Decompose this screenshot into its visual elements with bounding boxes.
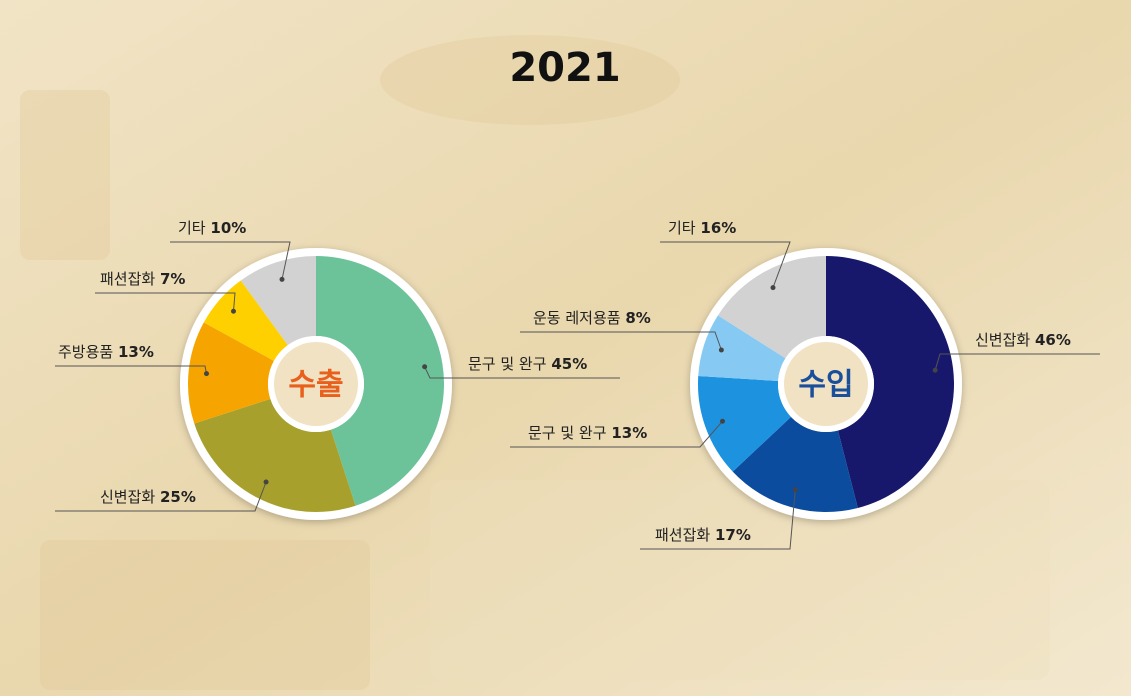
leader-dot (264, 480, 269, 485)
leader-dot (719, 348, 724, 353)
value-label: 7% (160, 270, 185, 288)
category-name: 패션잡화 (655, 526, 710, 544)
category-name: 문구 및 완구 (528, 424, 607, 442)
value-label: 13% (611, 424, 647, 442)
category-name: 문구 및 완구 (468, 355, 547, 373)
leader-dot (204, 371, 209, 376)
slice-label: 패션잡화 17% (655, 526, 751, 544)
category-name: 기타 (668, 219, 696, 237)
value-label: 13% (118, 343, 154, 361)
value-label: 8% (625, 309, 650, 327)
infographic: 2021 문구 및 완구 45% 신변잡화 25% 주방용품 13% 패션잡화 7% 기… (0, 0, 1131, 696)
slice-label: 기타 10% (178, 219, 246, 237)
slice-label: 주방용품 13% (58, 343, 154, 361)
slice-label: 문구 및 완구 13% (528, 424, 647, 442)
leader-dot (422, 364, 427, 369)
category-name: 신변잡화 (100, 488, 155, 506)
category-name: 패션잡화 (100, 270, 155, 288)
slice-label: 패션잡화 7% (100, 270, 185, 288)
value-label: 25% (160, 488, 196, 506)
category-name: 기타 (178, 219, 206, 237)
slice-label: 기타 16% (668, 219, 736, 237)
category-name: 주방용품 (58, 343, 113, 361)
leader-dot (280, 277, 285, 282)
slice-label: 운동 레저용품 8% (533, 309, 651, 327)
center-label: 수출 (288, 368, 343, 403)
leader-dot (793, 487, 798, 492)
title: 2021 (509, 45, 620, 91)
leader-dot (771, 285, 776, 290)
center-label: 수입 (798, 368, 853, 403)
value-label: 10% (210, 219, 246, 237)
value-label: 46% (1035, 331, 1071, 349)
value-label: 17% (715, 526, 751, 544)
leader-dot (231, 309, 236, 314)
slice-label: 신변잡화 25% (100, 488, 196, 506)
value-label: 16% (700, 219, 736, 237)
leader-dot (933, 368, 938, 373)
slice-label: 신변잡화 46% (975, 331, 1071, 349)
value-label: 45% (551, 355, 587, 373)
leader-dot (720, 419, 725, 424)
category-name: 운동 레저용품 (533, 309, 621, 327)
category-name: 신변잡화 (975, 331, 1030, 349)
slice-label: 문구 및 완구 45% (468, 355, 587, 373)
